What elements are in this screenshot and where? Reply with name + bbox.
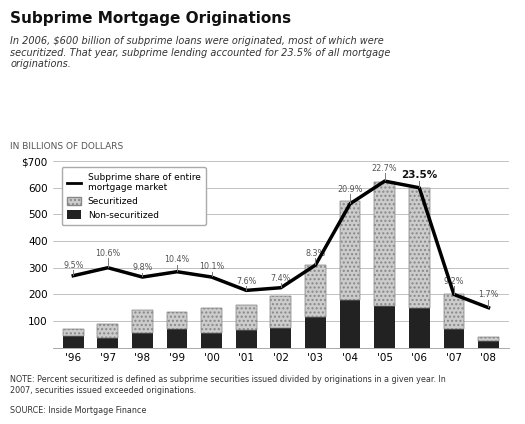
Bar	[478, 337, 499, 341]
Bar	[270, 296, 291, 328]
Text: 9.8%: 9.8%	[132, 263, 153, 272]
Bar	[132, 333, 153, 348]
Bar	[236, 305, 257, 330]
Text: 10.6%: 10.6%	[95, 248, 121, 258]
Text: 1.7%: 1.7%	[478, 290, 499, 299]
Bar	[444, 294, 464, 329]
Bar	[167, 329, 187, 348]
Bar	[340, 201, 361, 300]
Text: 7.6%: 7.6%	[236, 276, 256, 286]
Text: IN BILLIONS OF DOLLARS: IN BILLIONS OF DOLLARS	[10, 142, 124, 151]
Bar	[444, 294, 464, 329]
Text: Subprime Mortgage Originations: Subprime Mortgage Originations	[10, 11, 291, 25]
Bar	[236, 330, 257, 348]
Bar	[305, 317, 326, 348]
Bar	[236, 305, 257, 330]
Text: 9.5%: 9.5%	[63, 261, 83, 270]
Text: 7.4%: 7.4%	[271, 274, 291, 283]
Text: 22.7%: 22.7%	[372, 164, 397, 173]
Bar	[305, 265, 326, 317]
Bar	[167, 312, 187, 329]
Text: 23.5%: 23.5%	[401, 170, 437, 180]
Bar	[409, 308, 429, 348]
Bar	[409, 188, 429, 308]
Bar	[409, 188, 429, 308]
Bar	[478, 337, 499, 341]
Bar	[374, 182, 395, 307]
Bar	[167, 312, 187, 329]
Text: SOURCE: Inside Mortgage Finance: SOURCE: Inside Mortgage Finance	[10, 406, 147, 415]
Bar	[201, 308, 222, 333]
Bar	[374, 307, 395, 348]
Text: In 2006, $600 billion of subprime loans were originated, most of which were
secu: In 2006, $600 billion of subprime loans …	[10, 36, 391, 69]
Bar	[340, 201, 361, 300]
Bar	[98, 338, 118, 348]
Bar	[478, 341, 499, 348]
Text: 10.1%: 10.1%	[199, 262, 224, 271]
Text: 8.3%: 8.3%	[306, 248, 326, 258]
Bar	[63, 329, 83, 336]
Bar	[63, 329, 83, 336]
Bar	[98, 324, 118, 338]
Text: NOTE: Percent securitized is defined as subprime securities issued divided by or: NOTE: Percent securitized is defined as …	[10, 375, 446, 395]
Bar	[340, 300, 361, 348]
Text: 20.9%: 20.9%	[338, 184, 363, 194]
Bar	[201, 333, 222, 348]
Bar	[270, 296, 291, 328]
Bar	[305, 265, 326, 317]
Bar	[444, 329, 464, 348]
Bar	[374, 182, 395, 307]
Text: 9.2%: 9.2%	[444, 277, 464, 286]
Bar	[201, 308, 222, 333]
Bar	[63, 336, 83, 348]
Bar	[270, 328, 291, 348]
Bar	[98, 324, 118, 338]
Bar	[132, 310, 153, 333]
Legend: Subprime share of entire
mortgage market, Securitized, Non-securitized: Subprime share of entire mortgage market…	[61, 167, 206, 225]
Text: 10.4%: 10.4%	[164, 255, 190, 264]
Bar	[132, 310, 153, 333]
